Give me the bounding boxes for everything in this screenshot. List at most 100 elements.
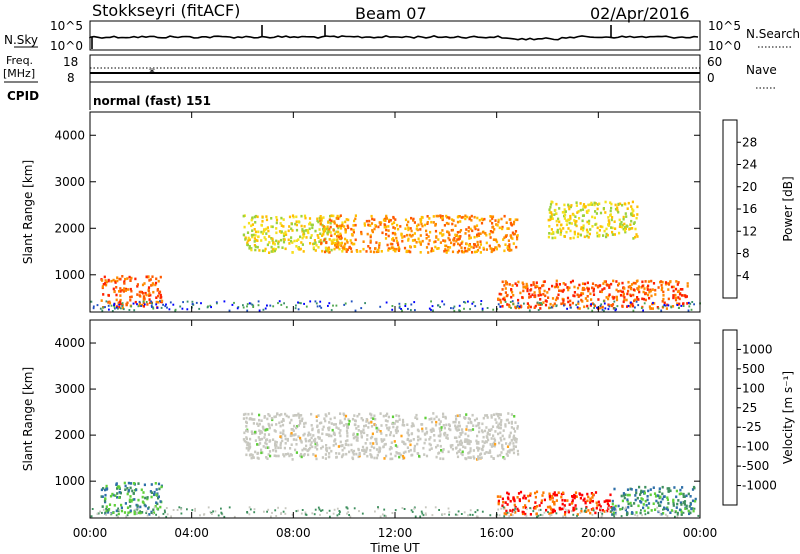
data-pixel (129, 287, 132, 291)
data-pixel (318, 508, 321, 511)
data-pixel (589, 228, 592, 231)
data-pixel (283, 238, 286, 241)
data-pixel (576, 514, 578, 517)
data-pixel (595, 506, 598, 510)
data-pixel (339, 242, 342, 245)
data-pixel (105, 283, 108, 287)
data-pixel (101, 309, 104, 312)
data-pixel (634, 235, 637, 239)
data-pixel (319, 513, 321, 516)
data-pixel (278, 421, 281, 425)
data-pixel (251, 418, 254, 421)
data-pixel (569, 229, 572, 233)
data-pixel (347, 511, 350, 514)
data-pixel (413, 221, 416, 224)
data-pixel (347, 443, 350, 447)
data-pixel (519, 490, 523, 494)
data-pixel (680, 492, 683, 495)
data-pixel (611, 499, 614, 503)
data-pixel (599, 511, 602, 514)
data-pixel (496, 224, 499, 227)
data-pixel (406, 446, 409, 449)
data-pixel (309, 236, 312, 239)
data-pixel (688, 505, 691, 508)
data-pixel (307, 431, 310, 435)
data-pixel (467, 300, 469, 303)
data-pixel (576, 211, 579, 214)
data-pixel (101, 505, 104, 508)
data-pixel (127, 288, 130, 291)
data-pixel (314, 300, 317, 303)
data-pixel (104, 279, 107, 282)
y-tick-label: 3000 (54, 382, 85, 396)
data-pixel (206, 306, 209, 309)
data-pixel (622, 215, 625, 219)
data-pixel (510, 223, 513, 226)
data-pixel (634, 282, 637, 285)
data-pixel (396, 241, 399, 245)
data-pixel (594, 284, 597, 287)
data-pixel (403, 235, 406, 238)
data-pixel (469, 227, 472, 231)
data-pixel (118, 290, 121, 293)
data-pixel (296, 425, 299, 428)
data-pixel (550, 232, 553, 236)
data-pixel (262, 428, 265, 431)
data-pixel (291, 513, 294, 516)
data-pixel (122, 308, 125, 311)
data-pixel (366, 438, 369, 441)
data-pixel (336, 246, 340, 249)
data-pixel (325, 227, 329, 231)
data-pixel (556, 231, 559, 234)
data-pixel (329, 225, 332, 229)
data-pixel (553, 285, 557, 289)
data-pixel (300, 441, 303, 444)
data-pixel (581, 292, 585, 295)
data-pixel (694, 497, 697, 501)
data-pixel (443, 224, 446, 227)
data-pixel (617, 504, 620, 508)
data-pixel (141, 495, 144, 499)
data-pixel (502, 507, 505, 510)
data-pixel (319, 222, 322, 226)
y-tick-label: 1000 (54, 268, 85, 282)
data-pixel (327, 221, 330, 224)
data-pixel (434, 423, 438, 427)
data-pixel (458, 215, 461, 218)
data-pixel (308, 217, 312, 220)
data-pixel (112, 287, 115, 291)
data-pixel (503, 236, 506, 239)
data-pixel (128, 275, 131, 279)
data-pixel (344, 237, 347, 241)
data-pixel (586, 299, 589, 302)
data-pixel (527, 499, 530, 503)
data-pixel (429, 443, 432, 447)
data-pixel (524, 512, 527, 516)
data-pixel (258, 429, 261, 432)
data-pixel (117, 302, 120, 305)
data-pixel (151, 275, 154, 278)
data-pixel (300, 455, 303, 459)
data-pixel (410, 432, 413, 436)
data-pixel (465, 413, 468, 416)
data-pixel (591, 225, 594, 228)
data-pixel (454, 224, 457, 227)
data-pixel (444, 416, 447, 420)
data-pixel (589, 497, 592, 501)
data-pixel (432, 429, 435, 432)
data-pixel (339, 440, 342, 444)
data-pixel (172, 509, 175, 511)
data-pixel (499, 423, 503, 427)
data-pixel (631, 200, 634, 204)
data-pixel (562, 299, 565, 302)
data-pixel (103, 275, 106, 279)
data-pixel (458, 237, 461, 240)
data-pixel (647, 280, 650, 283)
data-pixel (573, 230, 576, 234)
data-pixel (485, 241, 488, 245)
data-pixel (274, 430, 277, 433)
x-tick-label: 12:00 (378, 526, 413, 540)
data-pixel (666, 515, 669, 518)
data-pixel (506, 450, 509, 453)
